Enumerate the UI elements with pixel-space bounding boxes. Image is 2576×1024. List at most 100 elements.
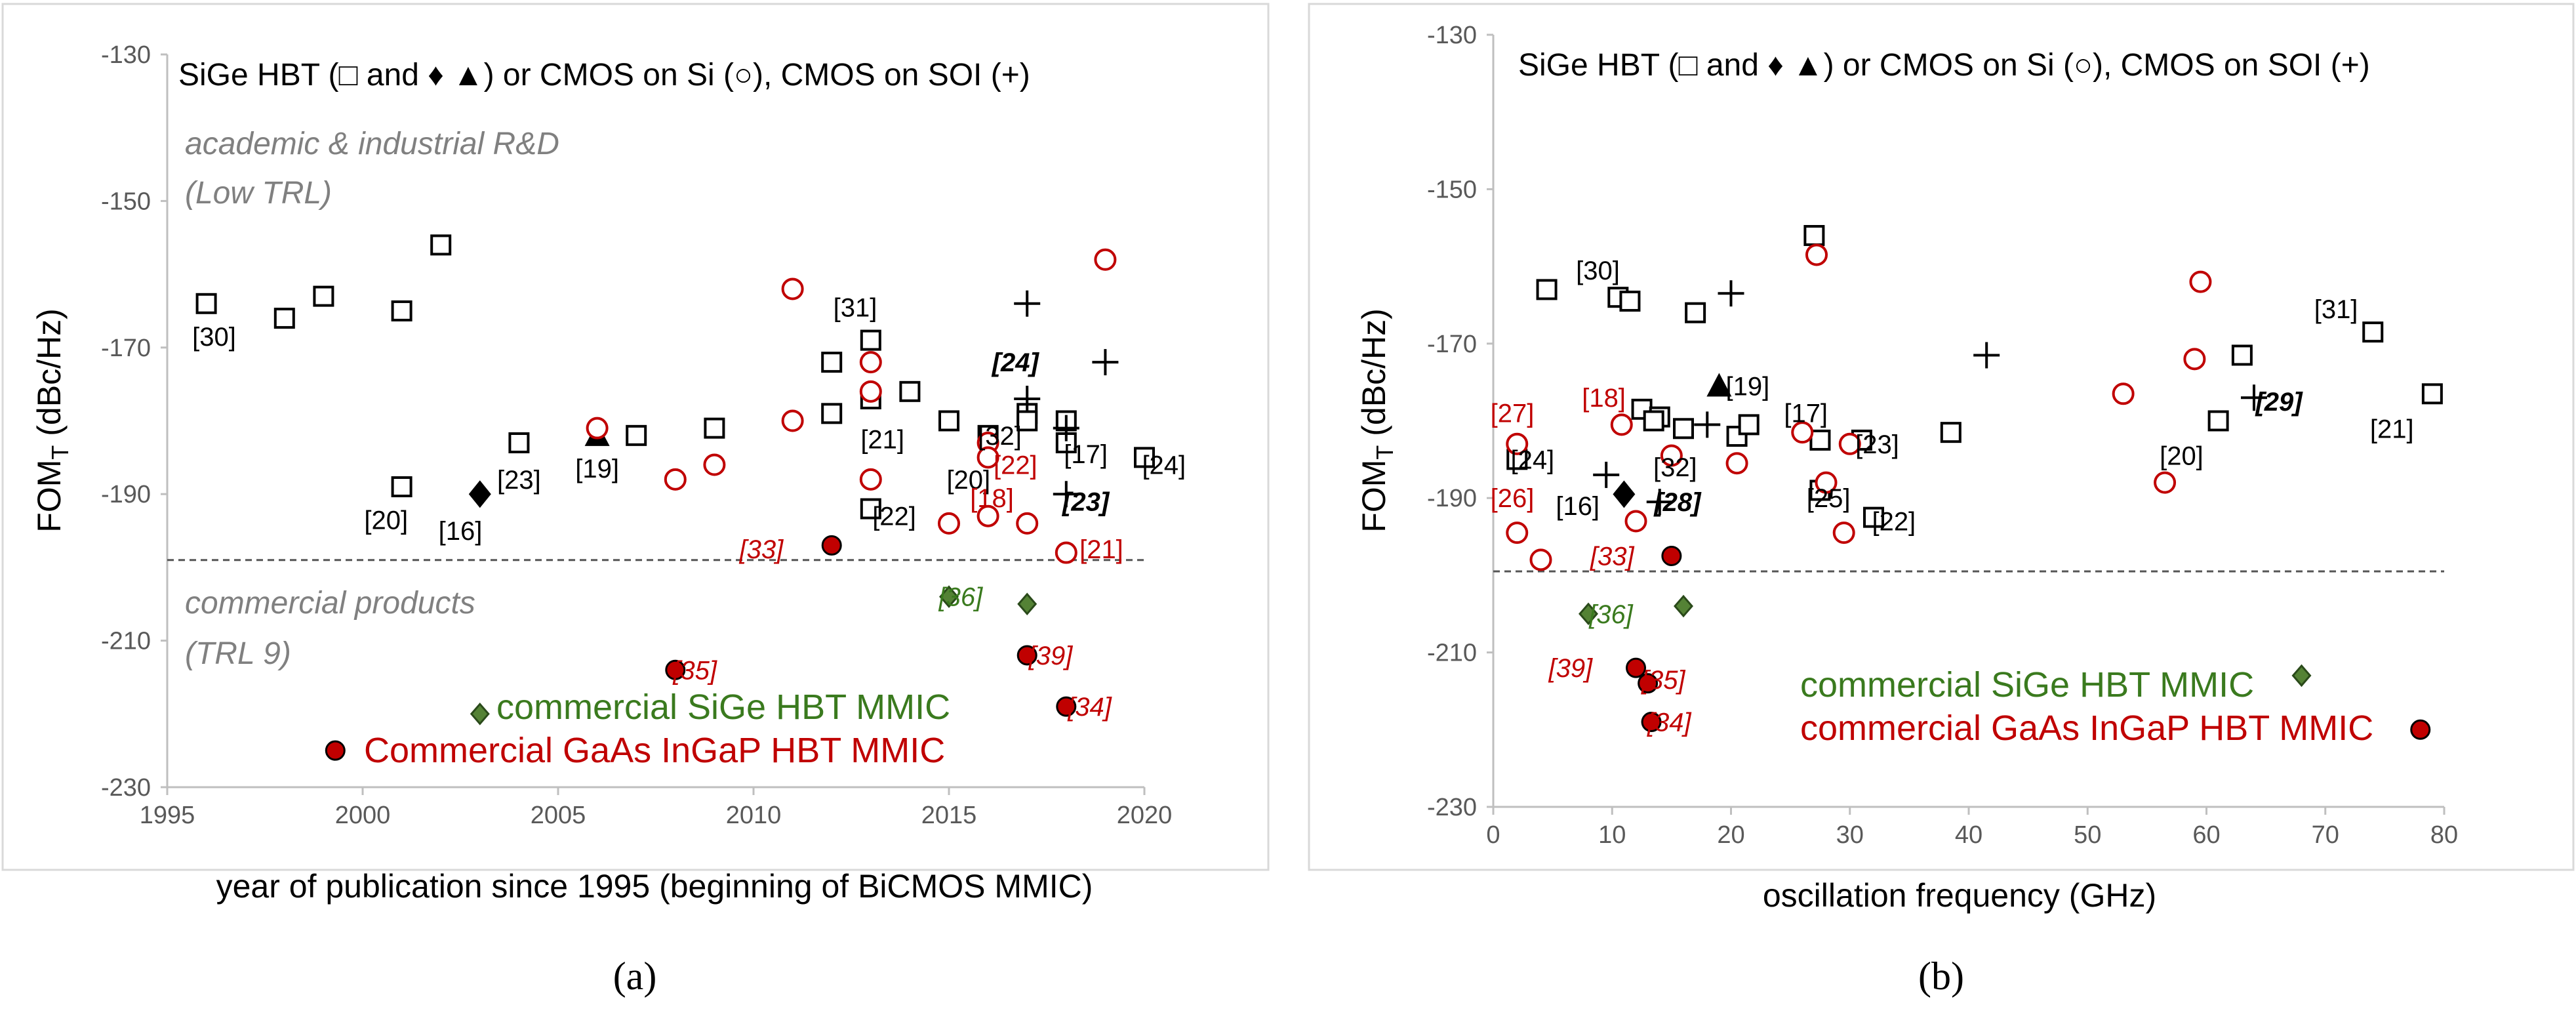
panel-a-sige-mmic-label: commercial SiGe HBT MMIC [496,687,950,727]
cmos-si-circle-marker [703,453,726,476]
panel-a-x-tick-label: 1995 [140,802,195,829]
hbt-square-marker [430,234,452,256]
sige-mmic-marker [2291,664,2312,687]
hbt-square-marker [391,300,413,321]
cmos-si-circle-marker [1725,452,1748,475]
reference-label: [33] [1590,542,1635,571]
hbt-square-marker [195,293,217,314]
panel-a-y-axis-title: FOMT (dBc/Hz) [31,308,73,532]
panel-a: -230 -210 -190 -170 -150 -130 1995 2000 2005 2010… [1,3,1270,998]
cmos-soi-plus-marker [1694,411,1721,438]
cmos-soi-plus-marker [1973,342,2000,369]
panel-b-x-tick-label: 50 [2074,821,2101,849]
cmos-si-circle-marker [1815,471,1838,494]
cmos-soi-plus-marker [1053,415,1079,441]
cmos-si-circle-marker [2112,382,2135,405]
cmos-si-circle-marker [938,512,960,535]
reference-label: [21] [860,425,904,454]
reference-label: [16] [1556,492,1600,521]
hbt-square-marker [1809,429,1831,451]
cmos-soi-plus-marker [1014,290,1041,317]
hbt-square-marker [1536,279,1558,300]
reference-label: [29] [2254,388,2303,417]
panel-b-y-axis-title-unit: (dBc/Hz) [1356,308,1392,445]
cmos-si-circle-marker [1805,243,1828,266]
sige-mmic-marker [1579,602,1598,626]
reference-label: [39] [1548,654,1593,683]
panel-a-gaas-mmic-label: Commercial GaAs InGaP HBT MMIC [364,731,945,770]
reference-label: [16] [439,517,483,546]
panel-b-gaas-mmic-label: commercial GaAs InGaP HBT MMIC [1800,708,2373,748]
reference-label: [31] [834,293,877,322]
cmos-si-circle-marker [859,468,882,491]
panel-a-x-tick-label: 2005 [531,802,586,829]
reference-label: [36] [1588,600,1634,629]
panel-b: -230 -210 -190 -170 -150 -130 0 10 20 30 40 50 60 70 8… [1308,3,2575,998]
cmos-si-circle-marker [1624,510,1647,533]
gaas-mmic-marker [1626,657,1646,678]
gaas-mmic-marker [1641,712,1662,733]
hbt-square-marker [899,380,921,402]
cmos-soi-plus-marker [1718,280,1744,307]
cmos-si-circle-marker [1094,248,1117,271]
reference-label: [20] [364,506,408,535]
reference-label: [24] [1510,445,1554,474]
hbt-diamond-marker [1613,480,1636,508]
hbt-square-marker [1863,506,1884,528]
sige-mmic-marker [470,703,490,726]
panel-b-frame [1308,3,2575,871]
panel-a-x-tick-label: 2015 [921,802,977,829]
reference-label: [28] [1653,488,1702,517]
panel-a-frame [1,3,1270,871]
cmos-si-circle-marker [2154,471,2177,494]
hbt-square-marker [2362,321,2384,343]
panel-b-x-tick-label: 20 [1717,821,1744,849]
panel-a-zone-bottom-line2: (TRL 9) [185,636,291,671]
sige-mmic-marker [1017,592,1037,616]
reference-label: [24] [991,348,1040,377]
cmos-si-circle-marker [1660,444,1683,467]
panel-b-y-axis-title-main: FOM [1356,460,1392,533]
reference-label: [35] [672,656,717,685]
reference-label: [22] [1872,508,1916,537]
hbt-square-marker [273,308,295,329]
panel-a-zone-top-line2: (Low TRL) [185,176,332,211]
hbt-square-marker [391,476,413,498]
panel-b-x-tick-label: 0 [1486,821,1500,849]
reference-label: [18] [1582,384,1626,413]
panel-a-y-tick-label: -170 [101,335,151,362]
panel-b-label: (b) [1918,954,1964,998]
reference-label: [31] [2314,295,2358,324]
cmos-si-circle-marker [2183,348,2206,371]
cmos-soi-plus-marker [1053,481,1079,508]
reference-label: [33] [739,535,784,564]
reference-label: [23] [1855,430,1899,459]
reference-label: [36] [938,583,984,612]
cmos-si-circle-marker [859,351,882,374]
panel-b-x-tick-label: 30 [1836,821,1864,849]
cmos-si-circle-marker [1610,413,1633,436]
panel-a-y-axis-title-unit: (dBc/Hz) [31,308,68,445]
hbt-square-marker [704,417,725,439]
cmos-si-circle-marker [664,468,687,491]
cmos-si-circle-marker [586,417,609,440]
panel-a-legend: SiGe HBT (□ and ♦ ▲) or CMOS on Si (○), … [178,58,1030,92]
gaas-mmic-marker [665,659,686,680]
hbt-square-marker [860,498,881,520]
panel-b-y-tick-label: -130 [1427,22,1477,49]
reference-label: [19] [1726,373,1770,401]
panel-b-y-tick-label: -210 [1427,640,1477,667]
reference-label: [34] [1067,693,1112,722]
panel-a-y-axis-title-sub: T [47,445,73,460]
hbt-square-marker [938,410,959,432]
panel-b-sige-mmic-label: commercial SiGe HBT MMIC [1800,665,2254,705]
cmos-si-circle-marker [781,277,804,300]
reference-label: [19] [575,455,619,483]
panel-b-x-tick-label: 40 [1955,821,1982,849]
cmos-si-circle-marker [1832,522,1855,544]
reference-label: [30] [1576,256,1620,285]
cmos-si-circle-marker [976,446,999,469]
reference-label: [26] [1491,484,1535,513]
gaas-mmic-marker [1661,545,1682,566]
cmos-soi-plus-marker [1593,461,1620,488]
